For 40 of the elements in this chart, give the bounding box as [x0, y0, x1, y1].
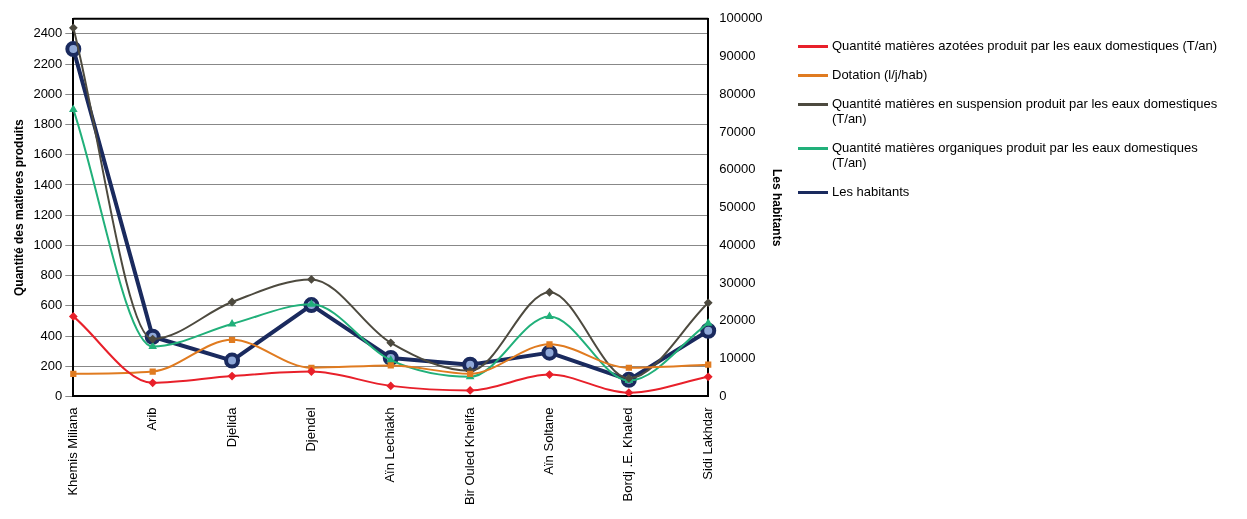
x-tick-label: Bordj .E. Khaled	[620, 407, 636, 502]
y-tick-label: 1000	[33, 236, 63, 252]
y2-tick-label: 50000	[719, 199, 756, 215]
y-tick-label: 200	[40, 357, 63, 373]
y-axis-title: Quantité des matieres produits	[11, 118, 26, 296]
x-tick-label: Bir Ouled Khelifa	[461, 406, 477, 506]
x-tick-label: Arib	[144, 407, 160, 431]
legend-label: Dotation (l/j/hab)	[832, 67, 928, 82]
x-tick-label: Aïn Lechiakh	[382, 407, 398, 483]
y2-tick-label: 90000	[719, 48, 756, 64]
legend-label: Quantité matières en suspension produit par les eaux domestiques (T/an)	[832, 96, 1218, 126]
y-tick-label: 2200	[33, 55, 63, 71]
y-tick-label: 2000	[33, 85, 63, 101]
y2-tick-label: 20000	[719, 312, 756, 328]
legend-label: Quantité matières azotées produit par les eaux domestiques (T/an)	[832, 38, 1218, 53]
x-tick-label: Sidi Lakhdar	[699, 406, 715, 480]
y2-tick-label: 70000	[719, 123, 756, 139]
y-tick-label: 400	[40, 327, 63, 343]
y2-tick-label: 80000	[719, 85, 756, 101]
y-tick-label: 0	[55, 388, 63, 404]
y2-tick-label: 40000	[719, 236, 756, 252]
y2-tick-label: 0	[719, 388, 727, 404]
y2-tick-label: 10000	[719, 350, 756, 366]
y-tick-label: 1200	[33, 206, 63, 222]
y-tick-label: 600	[40, 297, 63, 313]
x-tick-label: Djelida	[223, 406, 239, 448]
y-tick-label: 1600	[33, 146, 63, 162]
y2-axis-title: Les habitants	[770, 168, 785, 247]
y2-tick-label: 100000	[719, 10, 763, 26]
y-tick-label: 2400	[33, 25, 63, 41]
legend-label: Les habitants	[832, 184, 910, 199]
y2-tick-label: 60000	[719, 161, 756, 177]
y-tick-label: 800	[40, 267, 63, 283]
x-tick-label: Djendel	[302, 407, 318, 452]
legend-label: Quantité matières organiques produit par les eaux domestiques (T/an)	[832, 140, 1199, 170]
x-tick-label: Khemis Miliana	[64, 406, 80, 496]
y-tick-label: 1800	[33, 116, 63, 132]
y-tick-label: 1400	[33, 176, 63, 192]
y2-tick-label: 30000	[719, 274, 756, 290]
x-tick-label: Aïn Soltane	[541, 407, 557, 475]
